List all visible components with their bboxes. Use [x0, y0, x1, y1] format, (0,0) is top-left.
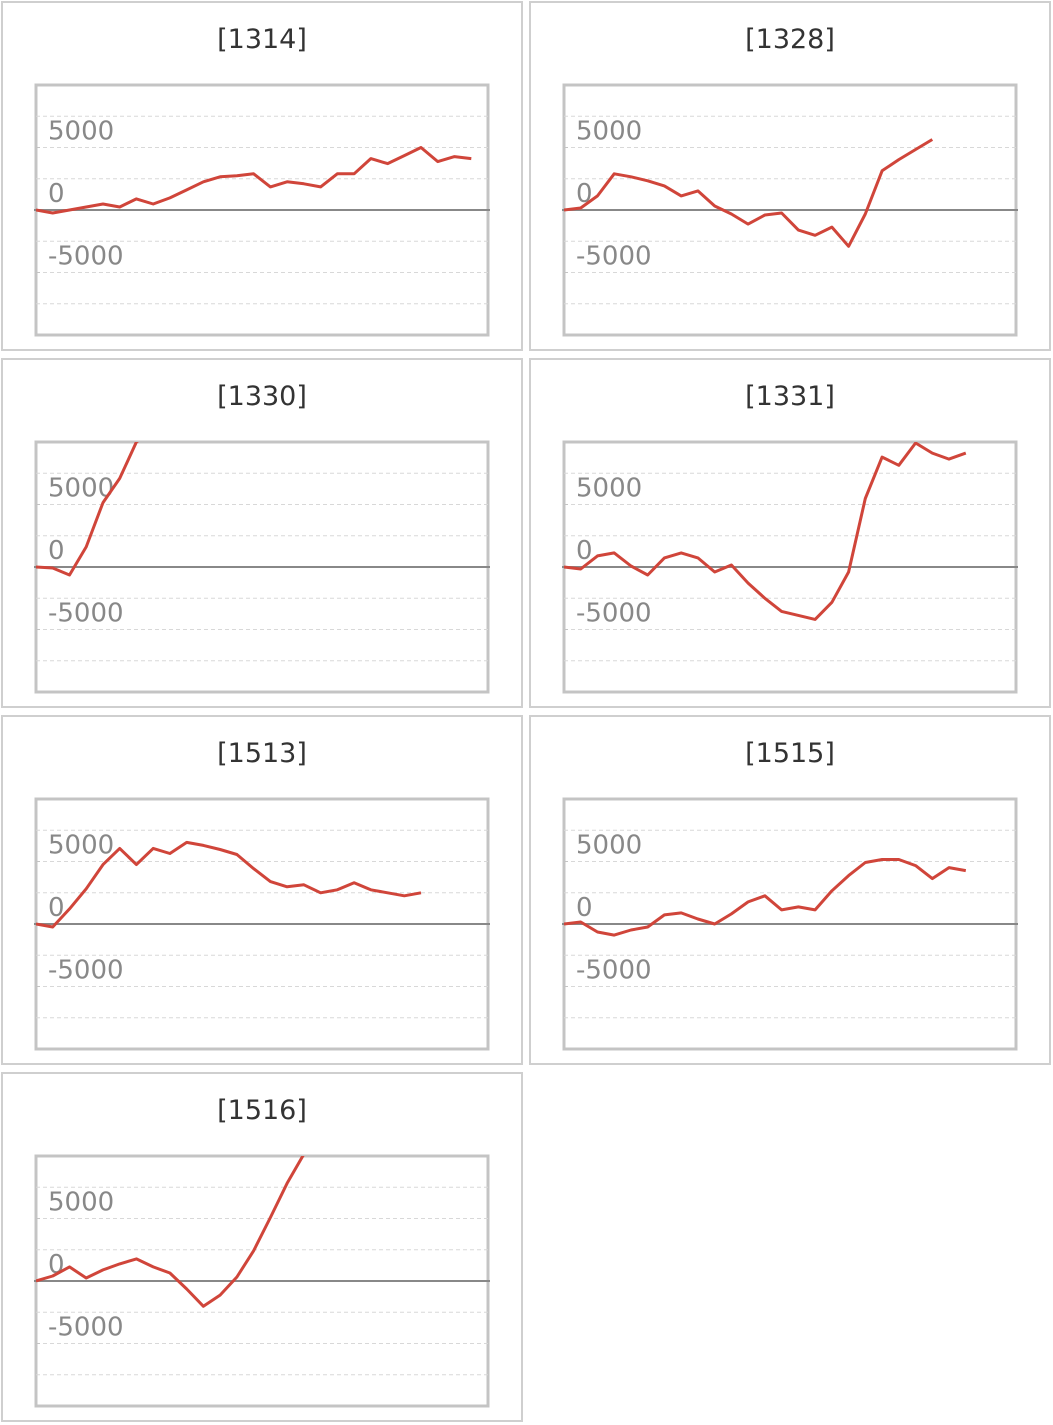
- y-tick-label: -5000: [48, 1313, 124, 1343]
- y-tick-label: -5000: [48, 956, 124, 986]
- y-tick-label: -5000: [48, 599, 124, 629]
- y-tick-label: -5000: [576, 599, 652, 629]
- chart-panel: [1513] -5000 0 5000: [1, 715, 523, 1065]
- series-line: [564, 138, 934, 248]
- chart-title: [1516]: [217, 1095, 307, 1126]
- chart-title: [1330]: [217, 381, 307, 412]
- series-line: [36, 146, 472, 215]
- y-tick-label: -5000: [576, 956, 652, 986]
- series-line: [36, 840, 422, 929]
- chart-panel: [1314] -5000 0 5000: [1, 1, 523, 351]
- y-tick-label: 5000: [576, 831, 642, 861]
- chart-panel: [1331] -5000 0 5000: [529, 358, 1051, 708]
- y-tick-label: 0: [576, 536, 593, 566]
- series-line: [36, 442, 139, 577]
- y-tick-label: 0: [48, 893, 65, 923]
- y-tick-label: 0: [576, 893, 593, 923]
- chart-title: [1513]: [217, 738, 307, 769]
- y-tick-label: 0: [48, 536, 65, 566]
- chart-panel: [1515] -5000 0 5000: [529, 715, 1051, 1065]
- series-line: [36, 1156, 305, 1308]
- chart-title: [1328]: [745, 24, 835, 55]
- chart-title: [1314]: [217, 24, 307, 55]
- y-tick-label: -5000: [576, 242, 652, 272]
- series-line: [564, 858, 967, 937]
- chart-panel: [1330] -5000 0 5000: [1, 358, 523, 708]
- chart-title: [1331]: [745, 381, 835, 412]
- y-tick-label: 5000: [576, 474, 642, 504]
- y-tick-label: 5000: [48, 1188, 114, 1218]
- y-tick-label: -5000: [48, 242, 124, 272]
- y-tick-label: 5000: [48, 831, 114, 861]
- y-tick-label: 5000: [576, 117, 642, 147]
- series-line: [564, 442, 967, 621]
- y-tick-label: 5000: [48, 117, 114, 147]
- y-tick-label: 5000: [48, 474, 114, 504]
- chart-title: [1515]: [745, 738, 835, 769]
- y-tick-label: 0: [48, 179, 65, 209]
